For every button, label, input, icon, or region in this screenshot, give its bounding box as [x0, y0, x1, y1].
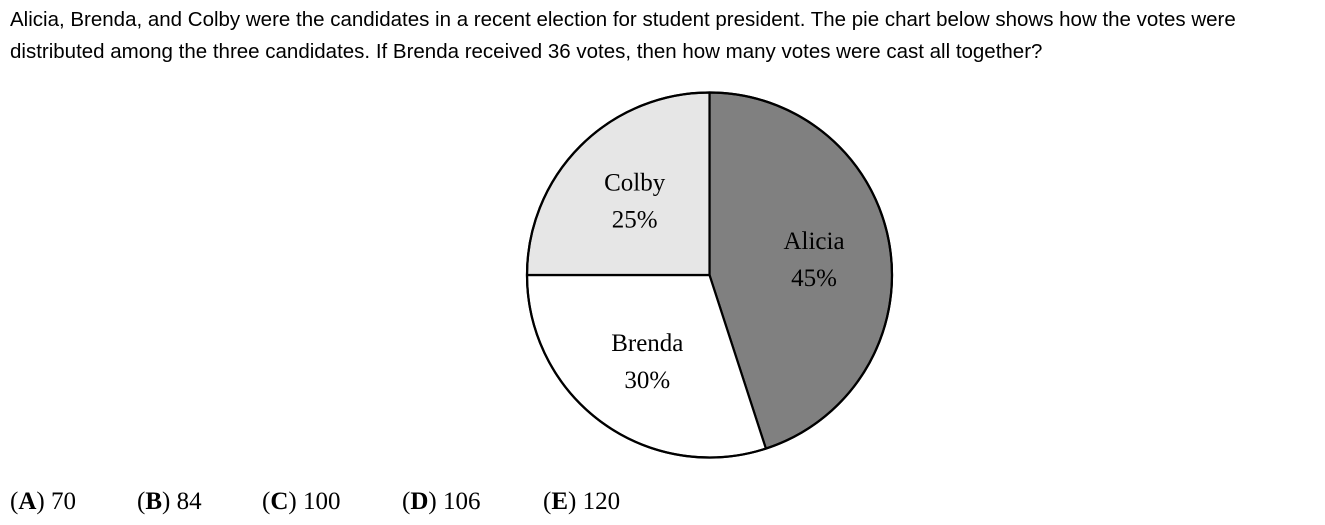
choice-b-value: 84 [176, 488, 202, 515]
pie-slices [525, 91, 894, 459]
pie-outline [525, 91, 894, 459]
choice-d-letter: D [410, 488, 429, 515]
slice-percent-colby: 25% [612, 207, 658, 234]
choice-a[interactable]: (A) 70 [10, 488, 76, 515]
choice-d-value: 106 [442, 488, 481, 515]
choice-a-value: 70 [50, 488, 76, 515]
choice-a-letter: A [18, 488, 37, 515]
choice-b-letter: B [145, 488, 163, 515]
choice-c-value: 100 [302, 488, 341, 515]
choice-e-letter: E [551, 488, 569, 515]
slice-label-brenda: Brenda [611, 330, 683, 357]
choice-e-value: 120 [582, 488, 621, 515]
choice-c[interactable]: (C) 100 [262, 488, 341, 515]
pie-labels: Alicia 45% Brenda 30% Colby 25% [604, 170, 844, 394]
slice-label-alicia: Alicia [783, 228, 844, 255]
question-text: Alicia, Brenda, and Colby were the candi… [10, 8, 1236, 63]
choice-d[interactable]: (D) 106 [402, 488, 481, 515]
choice-e[interactable]: (E) 120 [543, 488, 621, 515]
choice-b[interactable]: (B) 84 [137, 488, 202, 515]
slice-percent-brenda: 30% [624, 367, 670, 394]
slice-percent-alicia: 45% [791, 265, 837, 292]
choice-c-letter: C [270, 488, 289, 515]
slice-label-colby: Colby [604, 170, 666, 197]
